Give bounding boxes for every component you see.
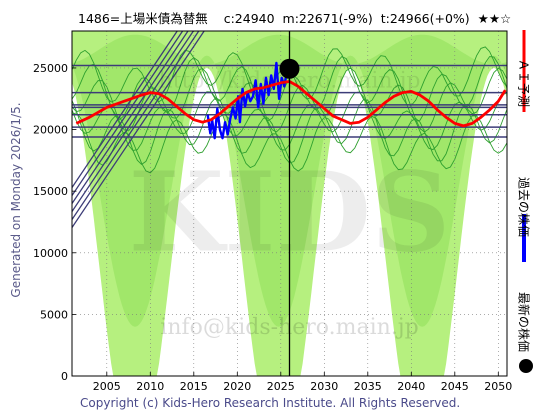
x-tick-label: 2025: [267, 380, 295, 393]
target-price: t:24966(+0%): [380, 11, 470, 26]
x-tick-label: 2050: [484, 380, 512, 393]
trend-channel-line: [72, 31, 195, 212]
legend-past-price-label: 過去の株価: [516, 176, 531, 238]
latest-price-dot: [279, 58, 300, 79]
trend-channel-line: [72, 31, 205, 228]
rating-stars: ★★☆: [477, 11, 512, 26]
plot-area: http://kids-hero.main.jp KIDS info@kids-he…: [72, 31, 507, 376]
watermark-email: info@kids-hero.main.jp: [160, 315, 418, 340]
x-tick-label: 2005: [93, 380, 121, 393]
chart-header: 1486=上場米債為替無 c:24940 m:22671(-9%) t:2496…: [78, 8, 511, 27]
y-tick-label: 20000: [33, 124, 68, 137]
legend-latest-price: 最新の株価: [512, 272, 536, 372]
x-tick-label: 2020: [223, 380, 251, 393]
plot-frame: [71, 30, 508, 377]
y-tick-label: 5000: [40, 308, 68, 321]
watermark-logo: KIDS: [129, 147, 451, 276]
close-price: c:24940: [223, 11, 275, 26]
x-tick-label: 2015: [180, 380, 208, 393]
x-tick-label: 2010: [136, 380, 164, 393]
moving-average: m:22671(-9%): [282, 11, 373, 26]
y-tick-label: 15000: [33, 185, 68, 198]
legend-past-price: 過去の株価: [512, 142, 536, 272]
y-tick-label: 10000: [33, 247, 68, 260]
trend-channel-line: [72, 31, 200, 220]
trend-channel-line: [72, 31, 179, 188]
generated-date-label: Generated on Monday 2026/1/5.: [9, 102, 23, 298]
y-tick-label: 0: [61, 370, 68, 383]
y-tick-label: 25000: [33, 62, 68, 75]
watermark-url: http://kids-hero.main.jp: [159, 69, 421, 94]
stock-code-name: 1486=上場米債為替無: [78, 11, 208, 26]
legend-latest-price-label: 最新の株価: [516, 291, 531, 353]
copyright-footer: Copyright (c) Kids-Hero Research Institu…: [80, 396, 461, 410]
x-tick-label: 2040: [397, 380, 425, 393]
legend-ai-forecast: ＡＩ予測: [512, 22, 536, 144]
legend-ai-forecast-label: ＡＩ予測: [516, 58, 531, 108]
ai-forecast-series-line: [75, 80, 507, 128]
trend-channel-line: [72, 31, 184, 196]
x-tick-label: 2035: [354, 380, 382, 393]
legend-latest-price-swatch: [519, 359, 533, 373]
x-tick-label: 2030: [310, 380, 338, 393]
x-tick-label: 2045: [441, 380, 469, 393]
